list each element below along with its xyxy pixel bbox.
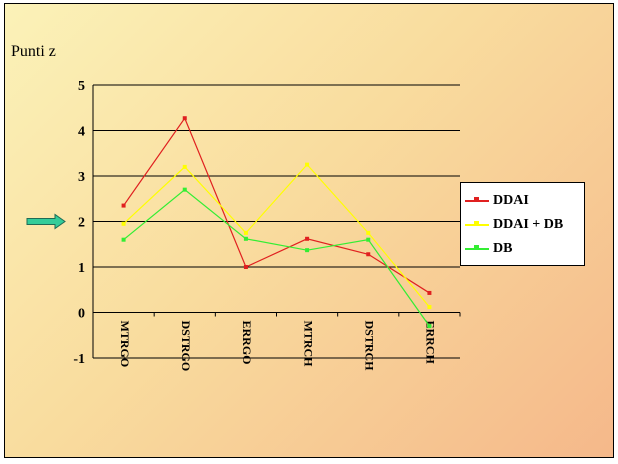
x-tick-label: MTRGO (118, 321, 132, 368)
data-point (243, 236, 248, 241)
data-point (243, 230, 248, 235)
y-tick-labels: -1 0 1 2 3 4 5 (73, 79, 85, 367)
legend-swatch (465, 195, 489, 207)
legend-label: DDAI + DB (493, 217, 564, 232)
grid (92, 84, 461, 359)
legend-label: DDAI (493, 193, 529, 208)
legend-swatch (465, 243, 489, 255)
legend-swatch (465, 219, 489, 231)
data-point (305, 162, 310, 167)
data-point (366, 237, 371, 242)
data-point (121, 203, 126, 208)
series-ddai-db (121, 162, 432, 310)
y-tick-label: 5 (78, 79, 85, 94)
y-tick-label: 4 (78, 125, 85, 140)
y-tick-label: 1 (78, 261, 85, 276)
legend-item: DDAI (465, 189, 580, 213)
data-point (121, 237, 126, 242)
data-point (121, 221, 126, 226)
data-point (366, 230, 371, 235)
x-tick-label: ERRCH (424, 321, 438, 365)
x-tick-label: MTRCH (301, 321, 315, 368)
legend: DDAI DDAI + DB DB (460, 182, 585, 266)
data-point (427, 305, 432, 310)
data-point (243, 265, 248, 269)
data-point (305, 236, 310, 241)
series-line (123, 163, 430, 308)
series-db (121, 187, 432, 329)
series-lines (121, 116, 432, 329)
y-axis-label: Punti z (11, 43, 56, 60)
y-tick-label: 2 (78, 216, 85, 231)
legend-item: DDAI + DB (465, 213, 580, 237)
line-chart: Punti z -1 0 1 2 3 4 5 MTRGO DSTRGO ERRGO MTRCH DS… (11, 43, 461, 372)
x-tick-label: ERRGO (240, 321, 254, 365)
data-point (427, 324, 432, 329)
data-point (182, 116, 187, 121)
legend-label: DB (493, 241, 513, 256)
reference-arrow-icon (26, 213, 66, 230)
data-point (305, 248, 310, 253)
legend-marker (474, 245, 479, 250)
slide: Punti z -1 0 1 2 3 4 5 MTRGO DSTRGO ERRGO MTRCH DS… (4, 3, 614, 458)
y-tick-label: 3 (78, 170, 85, 185)
legend-item: DB (465, 237, 580, 261)
x-tick-label: DSTRCH (363, 321, 377, 372)
series-line (123, 116, 430, 294)
legend-marker (474, 197, 479, 202)
series-line (123, 188, 430, 327)
y-tick-label: -1 (73, 352, 85, 367)
data-point (182, 187, 187, 192)
y-tick-label: 0 (78, 307, 85, 322)
arrow-shape (26, 213, 66, 230)
x-tick-label: DSTRGO (179, 321, 193, 372)
series-ddai (121, 116, 432, 295)
x-tick-labels: MTRGO DSTRGO ERRGO MTRCH DSTRCH ERRCH (118, 321, 438, 372)
data-point (182, 164, 187, 169)
data-point (366, 252, 371, 257)
data-point (427, 290, 432, 295)
legend-marker (474, 221, 479, 226)
